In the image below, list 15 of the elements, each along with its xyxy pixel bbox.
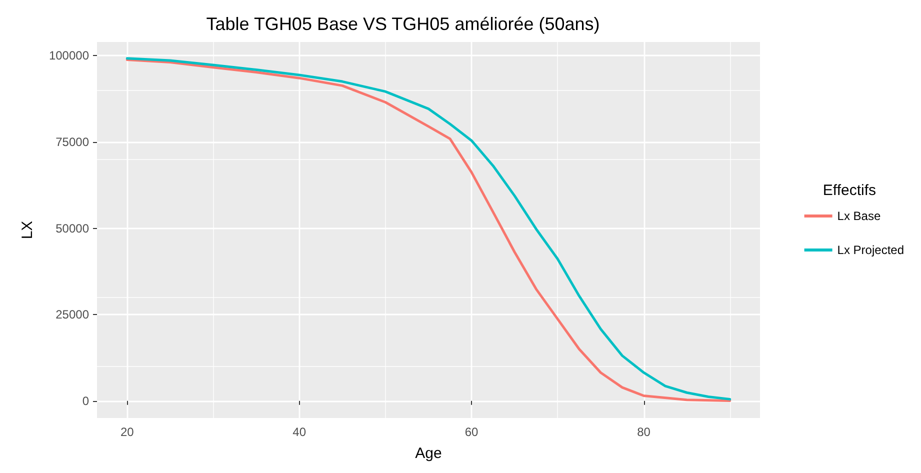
x-tick-label: 80 [637,425,651,439]
legend-label: Lx Base [837,209,881,223]
y-tick-label: 0 [82,394,90,408]
x-tick-label: 60 [464,425,479,439]
y-axis-title: LX [19,220,36,240]
y-tick-label: 50000 [56,221,90,236]
x-axis-title: Age [415,445,442,462]
y-tick-label: 75000 [56,134,90,149]
y-tick-label: 25000 [56,308,90,322]
x-tick-label: 40 [292,425,306,439]
x-tick-label: 20 [120,425,134,439]
y-tick-label: 100000 [48,48,90,63]
legend-label: Lx Projected [837,243,904,257]
legend-title: Effectifs [822,182,876,199]
chart-title: Table TGH05 Base VS TGH05 améliorée (50ans) [206,14,600,34]
